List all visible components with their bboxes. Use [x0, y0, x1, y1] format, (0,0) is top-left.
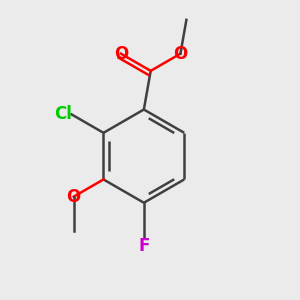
Text: O: O [114, 45, 128, 63]
Text: O: O [67, 188, 81, 206]
Text: F: F [138, 237, 150, 255]
Text: Cl: Cl [54, 105, 72, 123]
Text: O: O [173, 45, 188, 63]
